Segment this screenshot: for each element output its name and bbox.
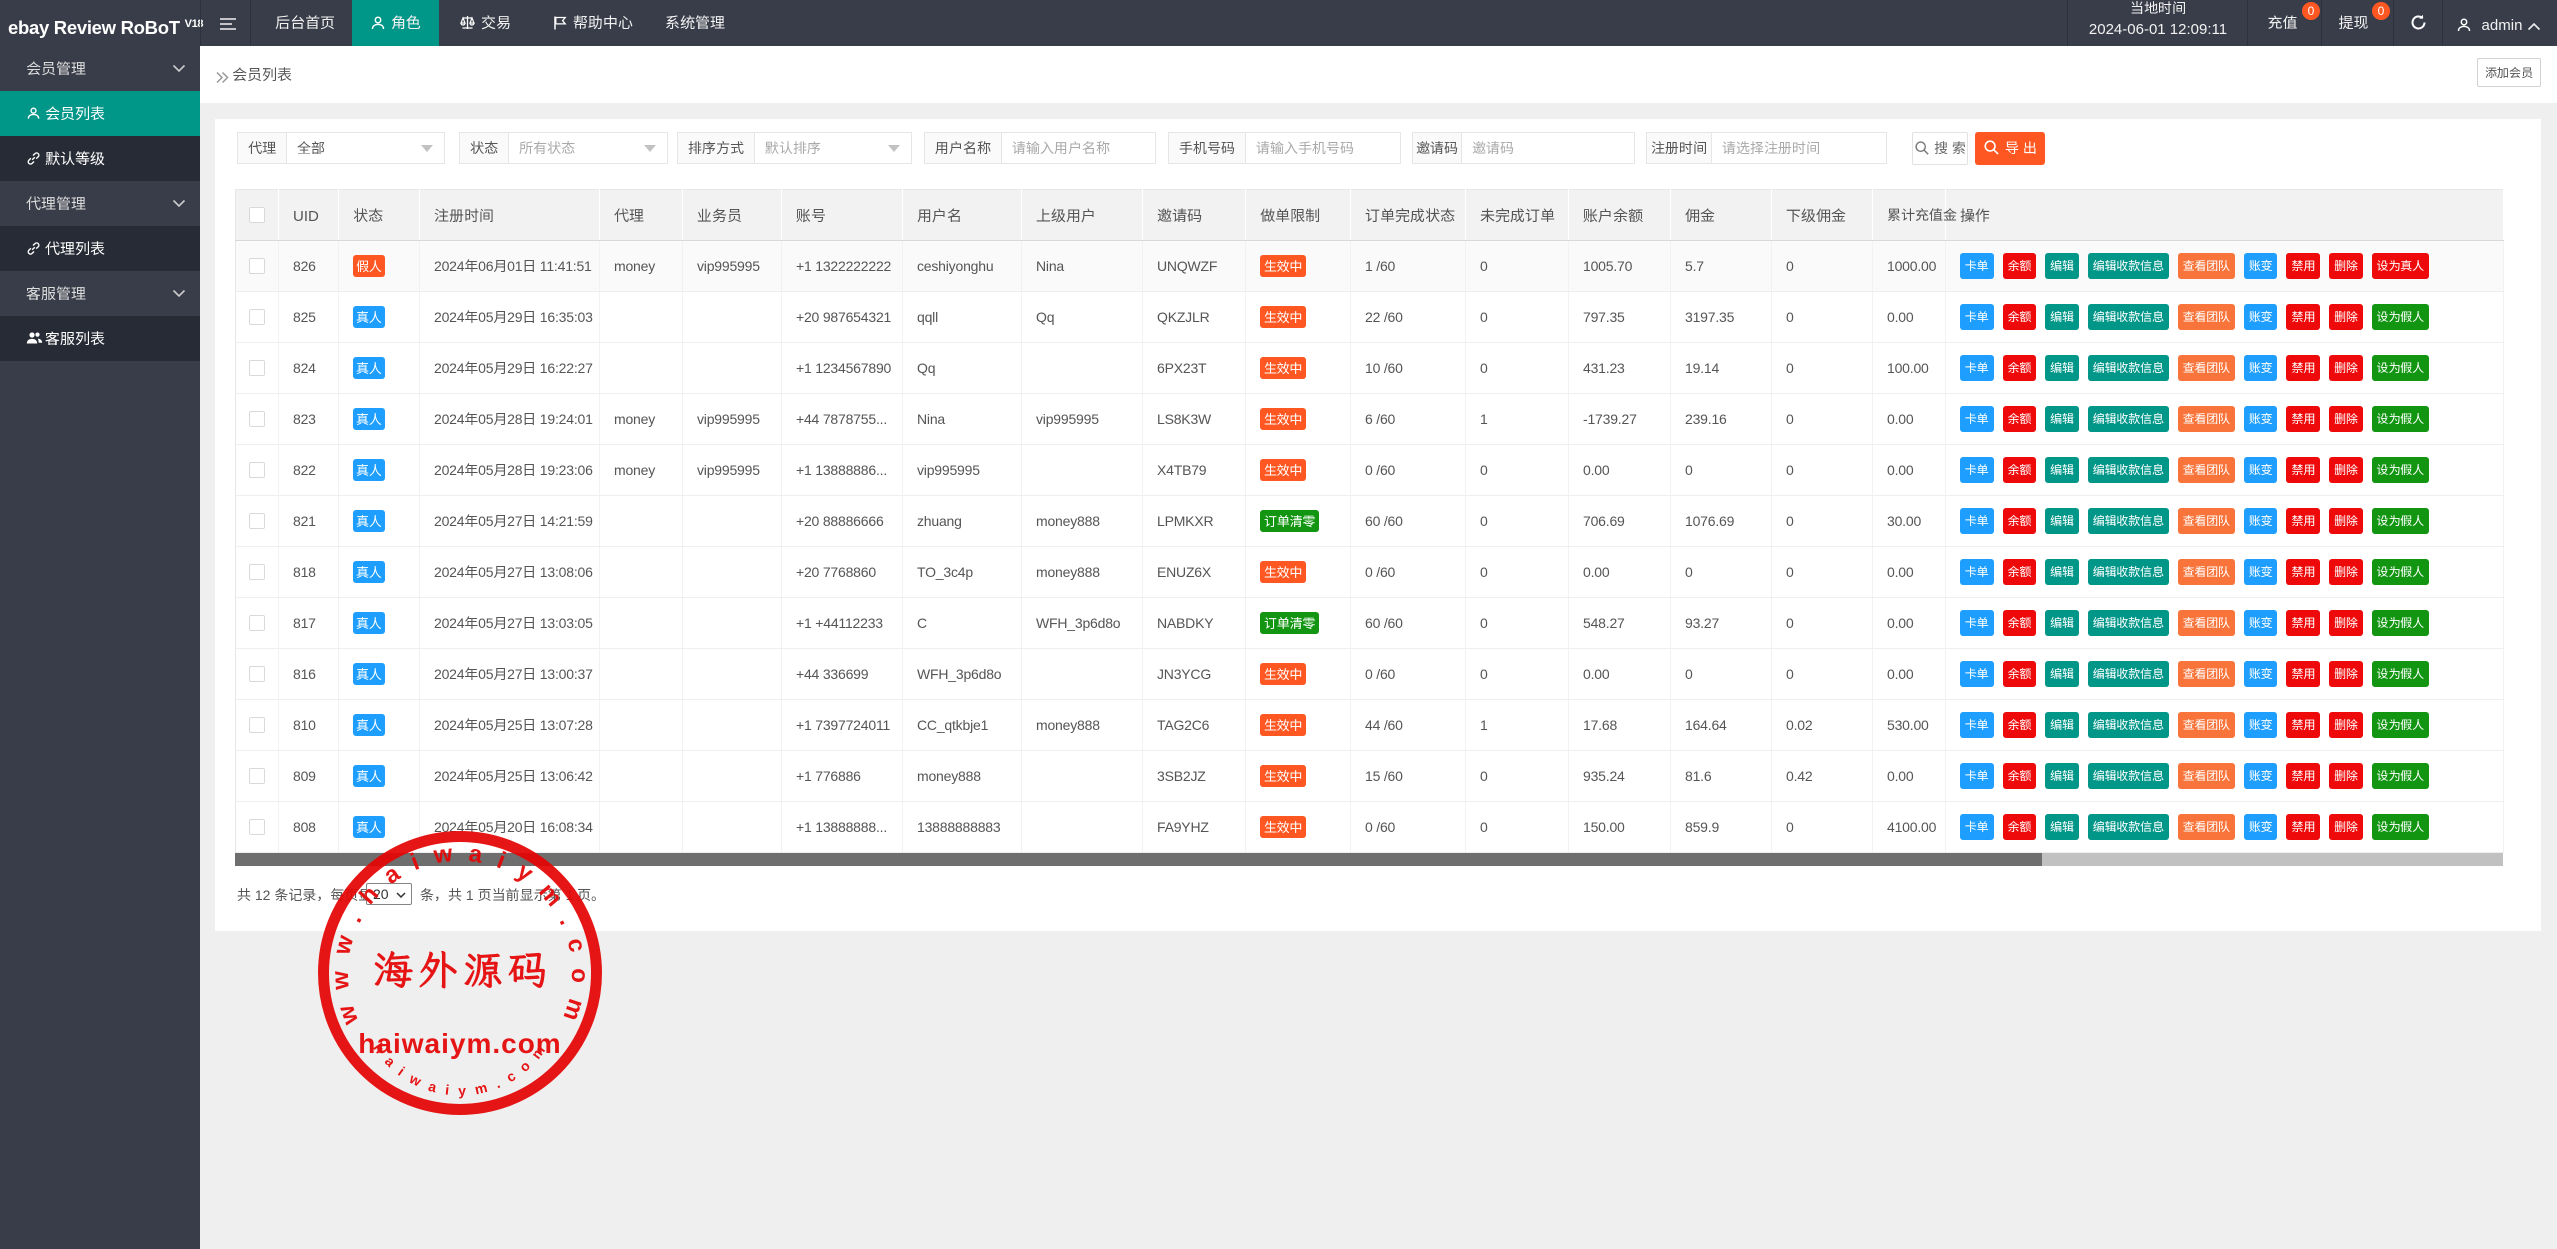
svg-text:海外源码: 海外源码 [373,944,553,996]
svg-text:haiwaiym.com: haiwaiym.com [358,1028,561,1059]
